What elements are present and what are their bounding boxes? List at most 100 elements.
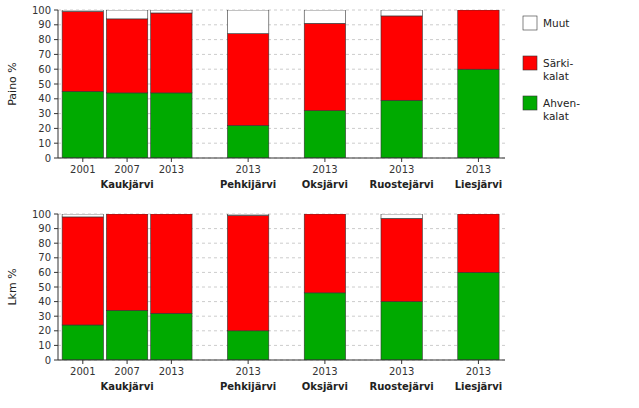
chart: 0102030405060708090100Paino %20012007201… — [0, 0, 639, 408]
bar-segment — [227, 125, 268, 158]
bar-segment — [458, 10, 499, 69]
bar-segment — [304, 214, 345, 215]
y-tick — [54, 143, 58, 144]
x-tick — [127, 158, 128, 162]
group-label: Oksjärvi — [302, 179, 348, 190]
bar-segment — [62, 217, 103, 325]
bar-segment — [381, 214, 422, 218]
bar-segment — [458, 214, 499, 215]
x-tick — [171, 158, 172, 162]
y-tick-label: 50 — [38, 282, 51, 293]
bar-segment — [227, 214, 268, 215]
y-tick — [54, 84, 58, 85]
x-tick-label: 2013 — [312, 366, 337, 377]
bar-segment — [106, 93, 147, 158]
x-tick — [82, 360, 83, 364]
bar-segment — [304, 111, 345, 158]
bar-segment — [106, 214, 147, 215]
x-tick-label: 2013 — [159, 164, 184, 175]
bar-segment — [458, 10, 499, 11]
x-tick — [248, 158, 249, 162]
group-label: Pehkijärvi — [220, 381, 276, 392]
x-tick-label: 2013 — [159, 366, 184, 377]
x-tick-label: 2013 — [312, 164, 337, 175]
bar-segment — [62, 91, 103, 158]
y-tick-label: 70 — [38, 252, 51, 263]
bar-segment — [304, 293, 345, 360]
x-tick-label: 2013 — [389, 164, 414, 175]
grid-line — [58, 158, 505, 159]
bar-segment — [62, 325, 103, 360]
y-axis-label: Lkm % — [6, 268, 19, 305]
bar-segment — [106, 214, 147, 310]
x-tick — [127, 360, 128, 364]
group-label: Pehkijärvi — [220, 179, 276, 190]
page: {"chart_data": [ {"type": "bar", "stacke… — [0, 0, 639, 408]
bar-segment — [151, 10, 192, 13]
y-tick — [54, 330, 58, 331]
group-label: Ruostejärvi — [370, 381, 434, 392]
legend-entry: Muut — [543, 17, 570, 29]
bar-segment — [227, 34, 268, 126]
bars — [62, 214, 499, 360]
y-tick — [54, 243, 58, 244]
bar-segment — [106, 19, 147, 93]
y-tick-label: 20 — [38, 325, 51, 336]
x-tick — [324, 360, 325, 364]
y-tick — [54, 360, 58, 361]
group-label: Kaukjärvi — [100, 381, 153, 392]
bar-segment — [62, 214, 103, 217]
bar-segment — [381, 16, 422, 100]
x-tick — [82, 158, 83, 162]
legend-swatch — [523, 96, 537, 110]
bar-segment — [458, 272, 499, 360]
x-tick-label: 2013 — [466, 164, 491, 175]
legend-line: Särki- — [543, 57, 573, 69]
y-tick — [54, 113, 58, 114]
x-tick — [324, 158, 325, 162]
bar-segment — [458, 69, 499, 158]
y-tick-label: 0 — [45, 355, 51, 366]
bar-segment — [151, 93, 192, 158]
bar-segment — [151, 214, 192, 215]
y-tick-label: 60 — [38, 64, 51, 75]
bar-segment — [151, 214, 192, 313]
y-tick — [54, 54, 58, 55]
bar-segment — [106, 310, 147, 360]
y-tick-label: 90 — [38, 223, 51, 234]
bar-segment — [227, 215, 268, 330]
bar-segment — [304, 10, 345, 23]
legend-line: Ahven- — [543, 97, 580, 109]
y-tick — [54, 98, 58, 99]
x-tick-label: 2013 — [235, 164, 260, 175]
y-axis-line — [58, 214, 59, 360]
y-axis-line — [58, 10, 59, 158]
bar-segment — [227, 10, 268, 34]
y-tick — [54, 24, 58, 25]
x-tick-label: 2013 — [235, 366, 260, 377]
legend-swatch — [523, 16, 537, 30]
bar-segment — [381, 100, 422, 158]
x-tick-label: 2013 — [466, 366, 491, 377]
y-tick-label: 50 — [38, 79, 51, 90]
panel: 0102030405060708090100Paino %20012007201… — [6, 5, 580, 191]
x-tick — [171, 360, 172, 364]
bar-segment — [381, 302, 422, 360]
y-tick — [54, 128, 58, 129]
panel: 0102030405060708090100Lkm %2001200720132… — [6, 209, 505, 393]
y-tick — [54, 69, 58, 70]
x-tick — [478, 158, 479, 162]
x-tick-label: 2013 — [389, 366, 414, 377]
y-tick — [54, 39, 58, 40]
y-tick-label: 80 — [38, 34, 51, 45]
legend: MuutSärki-kalatAhven-kalat — [523, 16, 580, 122]
y-tick-label: 30 — [38, 108, 51, 119]
bars — [62, 10, 499, 158]
group-label: Oksjärvi — [302, 381, 348, 392]
y-tick — [54, 287, 58, 288]
y-tick-label: 10 — [38, 340, 51, 351]
x-axis-line — [58, 158, 505, 159]
bar-segment — [381, 10, 422, 16]
x-tick-label: 2007 — [114, 366, 139, 377]
y-tick-label: 80 — [38, 238, 51, 249]
